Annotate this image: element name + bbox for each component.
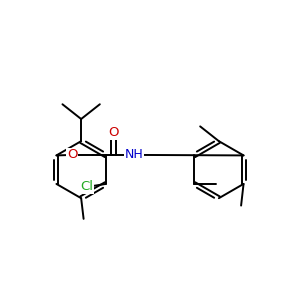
Text: NH: NH xyxy=(125,148,143,161)
Text: O: O xyxy=(108,126,119,139)
Text: O: O xyxy=(67,148,77,161)
Text: Cl: Cl xyxy=(81,180,94,194)
